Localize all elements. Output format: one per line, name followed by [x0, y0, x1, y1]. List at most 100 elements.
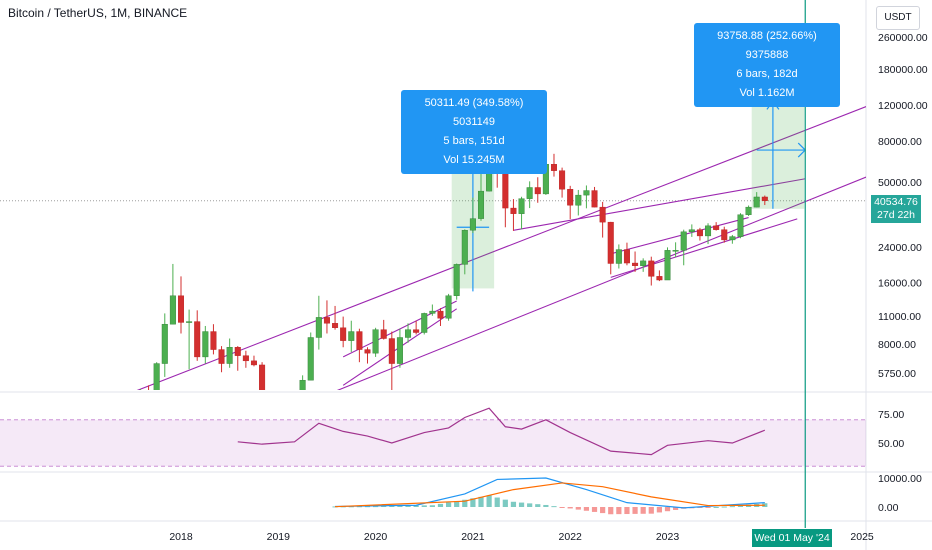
candle-body [177, 295, 184, 323]
candle-body [615, 249, 622, 264]
macd-histogram-bar [664, 507, 671, 512]
candle-body [656, 276, 663, 281]
macd-histogram-bar [494, 497, 500, 507]
macd-histogram-bar [632, 507, 638, 514]
candle-body [761, 196, 768, 201]
macd-histogram-bar [486, 495, 492, 507]
macd-histogram-bar [713, 507, 719, 508]
candle-body [267, 405, 273, 412]
candle-body [607, 221, 614, 264]
candle-body [186, 321, 193, 323]
candle-body [421, 313, 428, 333]
trendline-2 [336, 176, 866, 390]
price-tick-label: 50000.00 [878, 177, 922, 189]
candle-body [169, 295, 176, 325]
candle-body [705, 225, 712, 237]
rsi-tick-label: 75.00 [878, 409, 904, 421]
candle-body [753, 196, 760, 208]
candle-body [413, 329, 420, 333]
candle-body [210, 331, 217, 350]
candle-body [478, 190, 485, 219]
candle-body [567, 188, 574, 206]
macd-tick-label: 0.00 [878, 502, 899, 514]
time-tick-label: 2025 [850, 531, 874, 543]
candle-body [323, 317, 330, 324]
measure-1-line3: Vol 15.245M [443, 154, 505, 166]
macd-histogram-bar [583, 507, 590, 511]
macd-histogram-bar [462, 499, 468, 507]
macd-histogram-bar [737, 505, 744, 507]
candle-body [737, 214, 744, 237]
trendline-1 [136, 106, 866, 390]
measure-1-line2: 5 bars, 151d [443, 135, 505, 147]
trendline-6 [610, 218, 798, 278]
macd-histogram-bar [705, 507, 711, 508]
macd-histogram-bar [332, 506, 338, 508]
time-tick-label: 2022 [559, 531, 583, 543]
candle-body [469, 218, 476, 231]
measure-2-line1: 93758.88 (252.66%) 9375888 [717, 30, 817, 61]
price-tick-label: 24000.00 [878, 242, 922, 254]
rsi-tick-label: 50.00 [878, 438, 904, 450]
macd-histogram-bar [551, 506, 557, 508]
macd-histogram-bar [591, 507, 598, 512]
candle-body [632, 262, 639, 266]
candle-body [550, 164, 557, 171]
currency-selector[interactable]: USDT [876, 6, 920, 30]
macd-histogram-bar [567, 507, 573, 509]
macd-histogram-bar [624, 507, 630, 515]
macd-histogram-bar [729, 506, 735, 508]
macd-histogram-bar [559, 507, 565, 508]
measure-label-1: 50311.49 (349.58%) 5031149 5 bars, 151d … [401, 90, 547, 174]
price-tick-label: 120000.00 [878, 100, 928, 112]
candle-body [161, 323, 168, 364]
trendline-7 [513, 178, 806, 231]
measure-box-2 [751, 101, 805, 209]
candle-body [405, 329, 412, 338]
candle-body [640, 260, 647, 266]
candle-body [461, 230, 468, 265]
macd-histogram-bar [600, 507, 606, 514]
candle-body [591, 190, 598, 208]
candle-body [534, 187, 541, 195]
candle-body [680, 231, 687, 251]
candle-body [194, 321, 201, 358]
candle-body [242, 355, 249, 362]
candle-body [202, 331, 209, 358]
candle-body [688, 229, 695, 233]
macd-line [335, 477, 765, 509]
candle-body [599, 206, 606, 223]
candle-body [138, 391, 144, 395]
time-tick-label: 2021 [461, 531, 485, 543]
candle-body [332, 323, 339, 328]
candle-body [299, 379, 306, 390]
macd-histogram-bar [640, 507, 646, 514]
macd-histogram-bar [454, 501, 460, 507]
symbol-title: Bitcoin / TetherUS, 1M, BINANCE [8, 6, 188, 20]
candle-body [713, 225, 720, 230]
candle-body [259, 364, 266, 390]
candle-body [583, 190, 590, 196]
macd-histogram-bar [405, 505, 411, 507]
candle-countdown: 27d 22h [877, 209, 915, 221]
macd-histogram-bar [373, 506, 379, 508]
time-tick-label: 2020 [364, 531, 388, 543]
time-tick-label: 2023 [656, 531, 680, 543]
macd-histogram-bar [445, 502, 452, 507]
candle-body [623, 249, 630, 264]
macd-histogram-bar [348, 506, 354, 508]
trendline-5 [610, 217, 749, 255]
candle-body [445, 295, 452, 319]
candle-body [664, 250, 671, 281]
cursor-date-label: Wed 01 May '24 [752, 529, 832, 547]
macd-histogram-bar [575, 507, 581, 510]
candle-body [372, 329, 379, 354]
price-tick-label: 260000.00 [878, 32, 928, 44]
candle-body [388, 338, 395, 364]
candle-body [575, 194, 582, 206]
candle-body [380, 329, 387, 339]
candle-body [284, 410, 290, 420]
price-tick-label: 16000.00 [878, 278, 922, 290]
rsi-band [0, 419, 866, 467]
last-price-label: 40534.76 27d 22h [871, 195, 921, 223]
